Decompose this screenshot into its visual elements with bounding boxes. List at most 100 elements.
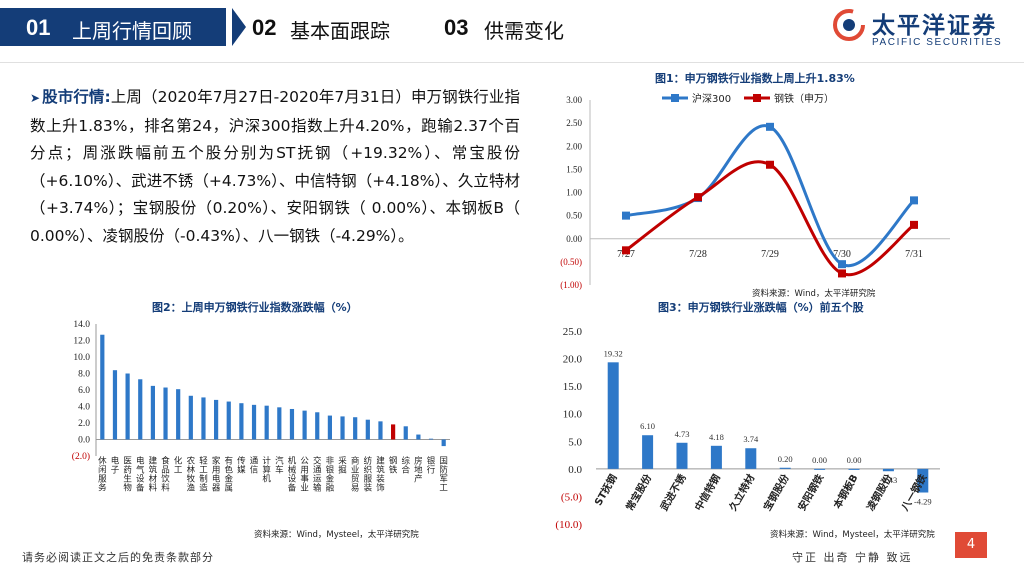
chart3-data-label: 4.73: [675, 429, 690, 439]
chart2-bar: [150, 385, 155, 440]
chart3-y-tick-label: (5.0): [561, 491, 582, 503]
chart3-title: 图3：申万钢铁行业涨跌幅（%）前五个股: [658, 301, 864, 314]
logo-english-name: PACIFIC SECURITIES: [872, 37, 1003, 48]
chart2-bar-chart: 14.0 12.0 10.0 8.0 6.0 4.0 2.0 0.0 (2.0) 休闲服务电子医药…: [72, 320, 450, 494]
chart1-y-tick-label: 1.50: [566, 164, 582, 174]
chart2-x-tick-label: 交通运输: [313, 456, 322, 494]
chart1-y-tick-label: 0.50: [566, 211, 582, 221]
nav-tab-01[interactable]: 01 上周行情回顾: [0, 8, 246, 46]
chart2-x-tick-label: 国防军工: [439, 457, 448, 494]
chart1-x-tick-label: 7/28: [689, 249, 707, 260]
chart3-data-label: -0.43: [880, 475, 898, 485]
chart1-data-point: [694, 193, 702, 202]
chart3-x-tick-label: 本钢板B: [831, 472, 861, 511]
chart2-x-tick-label: 电气设备: [136, 456, 145, 494]
chart2-x-tick-label: 有色金属: [224, 456, 233, 494]
arrow-bullet-icon: ➤: [30, 91, 41, 105]
chart3-bar: [676, 442, 688, 469]
chart1-y-tick-label: 2.00: [566, 141, 582, 151]
chart1-series-line: [625, 124, 916, 268]
chart2-bar: [138, 379, 143, 440]
chart2-x-tick-label: 建筑材料: [149, 456, 158, 494]
chart1-data-point: [766, 122, 774, 131]
chart3-data-label: 0.20: [778, 454, 793, 464]
chart3-bar: [642, 435, 654, 469]
chart1-source: 资料来源：Wind，太平洋研究院: [752, 289, 876, 299]
page-number: 4: [955, 532, 987, 558]
chart2-bar: [327, 415, 332, 440]
chart1-data-point: [910, 220, 918, 229]
chart1-line-chart: 3.00 2.50 2.00 1.50 1.00 0.50 0.00 (0.50) (1.00)…: [560, 92, 950, 290]
chart1-y-tick-label: 3.00: [566, 95, 582, 105]
chart1-legend-marker: [671, 94, 679, 102]
chart3-x-tick-label: ST抚钢: [592, 472, 620, 508]
chart3-data-label: 4.18: [709, 432, 724, 442]
chart2-x-tick-label: 银行: [427, 456, 436, 476]
chart2-y-tick-label: 2.0: [78, 419, 90, 429]
chart3-y-tick-label: 10.0: [563, 409, 583, 421]
chart2-bar: [315, 412, 320, 440]
chart1-data-point: [622, 211, 630, 220]
nav-tab-label: 上周行情回顾: [72, 19, 192, 43]
chart2-bar: [125, 373, 130, 440]
header-divider: [0, 62, 1024, 63]
chart1-y-tick-label: 1.00: [566, 188, 582, 198]
chart2-bar: [188, 395, 193, 440]
chart3-x-tick-label: 常宝股份: [623, 471, 655, 513]
chart2-bar: [302, 410, 307, 440]
chart2-y-tick-label: 14.0: [73, 320, 90, 330]
market-summary-paragraph: ➤ 股市行情:上周（2020年7月27日-2020年7月31日）申万钢铁行业指数上…: [30, 84, 520, 250]
chart2-source: 资料来源：Wind，Mysteel，太平洋研究院: [254, 530, 419, 540]
chart2-x-tick-label: 医药生物: [123, 457, 132, 494]
summary-body: 上周（2020年7月27日-2020年7月31日）申万钢铁行业指数上升1.83%…: [30, 88, 520, 245]
chart1-legend-label: 钢铁（申万）: [774, 92, 834, 105]
chart2-bar: [163, 387, 168, 440]
chart2-bar: [353, 417, 358, 440]
chart2-bar: [378, 421, 383, 440]
chart3-data-label: 0.00: [847, 455, 862, 465]
chart3-data-label: 19.32: [604, 348, 623, 358]
chart3-y-tick-label: 25.0: [563, 326, 583, 338]
chart2-y-tick-label: 0.0: [78, 436, 90, 446]
chart2-x-tick-label: 通信: [250, 456, 259, 476]
chart3-x-tick-label: 八一钢铁: [898, 472, 930, 514]
chart2-x-tick-label: 农林牧渔: [187, 456, 196, 494]
chart2-x-tick-label: 机械设备: [288, 456, 297, 494]
chart3-x-tick-label: 武进不锈: [657, 472, 688, 513]
chart2-bar: [289, 408, 295, 440]
chart2-bar: [428, 438, 434, 440]
pacific-logo-icon: [833, 9, 865, 41]
chart3-data-label: 0.00: [812, 455, 827, 465]
chart2-x-tick-label: 轻工制造: [199, 456, 208, 494]
chart1-x-tick-label: 7/31: [905, 249, 923, 260]
chart3-bar: [779, 467, 791, 469]
chart3-bar: [710, 445, 722, 469]
chart1-data-point: [910, 196, 918, 205]
chart2-x-tick-label: 综合: [401, 456, 410, 476]
chart1-legend-label: 沪深300: [692, 92, 731, 105]
chart3-bar: [814, 468, 826, 470]
chart3-data-label: -4.29: [914, 497, 932, 507]
chart2-y-tick-label: 10.0: [73, 353, 90, 363]
chart2-bar: [239, 403, 244, 440]
chart2-x-tick-label: 钢铁: [389, 456, 398, 476]
footer-motto: 守正 出奇 宁静 致远: [792, 551, 913, 564]
chart2-bar: [416, 434, 421, 440]
chart3-x-tick-label: 久立特材: [726, 472, 758, 514]
chart2-x-tick-label: 商业贸易: [351, 456, 360, 494]
chart1-title: 图1：申万钢铁行业指数上周上升1.83%: [655, 72, 855, 85]
company-logo: 太平洋证券 PACIFIC SECURITIES: [832, 6, 1018, 54]
chart1-y-tick-label: (0.50): [560, 257, 582, 267]
chart1-data-point: [766, 160, 774, 169]
chart2-x-tick-label: 纺织服装: [364, 456, 373, 494]
chart2-title: 图2：上周申万钢铁行业指数涨跌幅（%）: [152, 301, 358, 314]
summary-lead: 股市行情:: [42, 88, 111, 106]
chart3-y-tick-label: 5.0: [568, 436, 582, 448]
chart3-bar-chart: 25.0 20.0 15.0 10.0 5.0 0.0 (5.0) (10.0) 19.32 ST…: [555, 326, 940, 531]
chart2-x-tick-label: 非银金融: [326, 456, 335, 494]
chart3-y-tick-label: 20.0: [563, 354, 583, 366]
chart1-y-tick-label: 0.00: [566, 234, 582, 244]
chart2-bar: [391, 424, 396, 440]
nav-tab-number: 03: [444, 15, 469, 40]
chart1-data-point: [622, 246, 630, 255]
